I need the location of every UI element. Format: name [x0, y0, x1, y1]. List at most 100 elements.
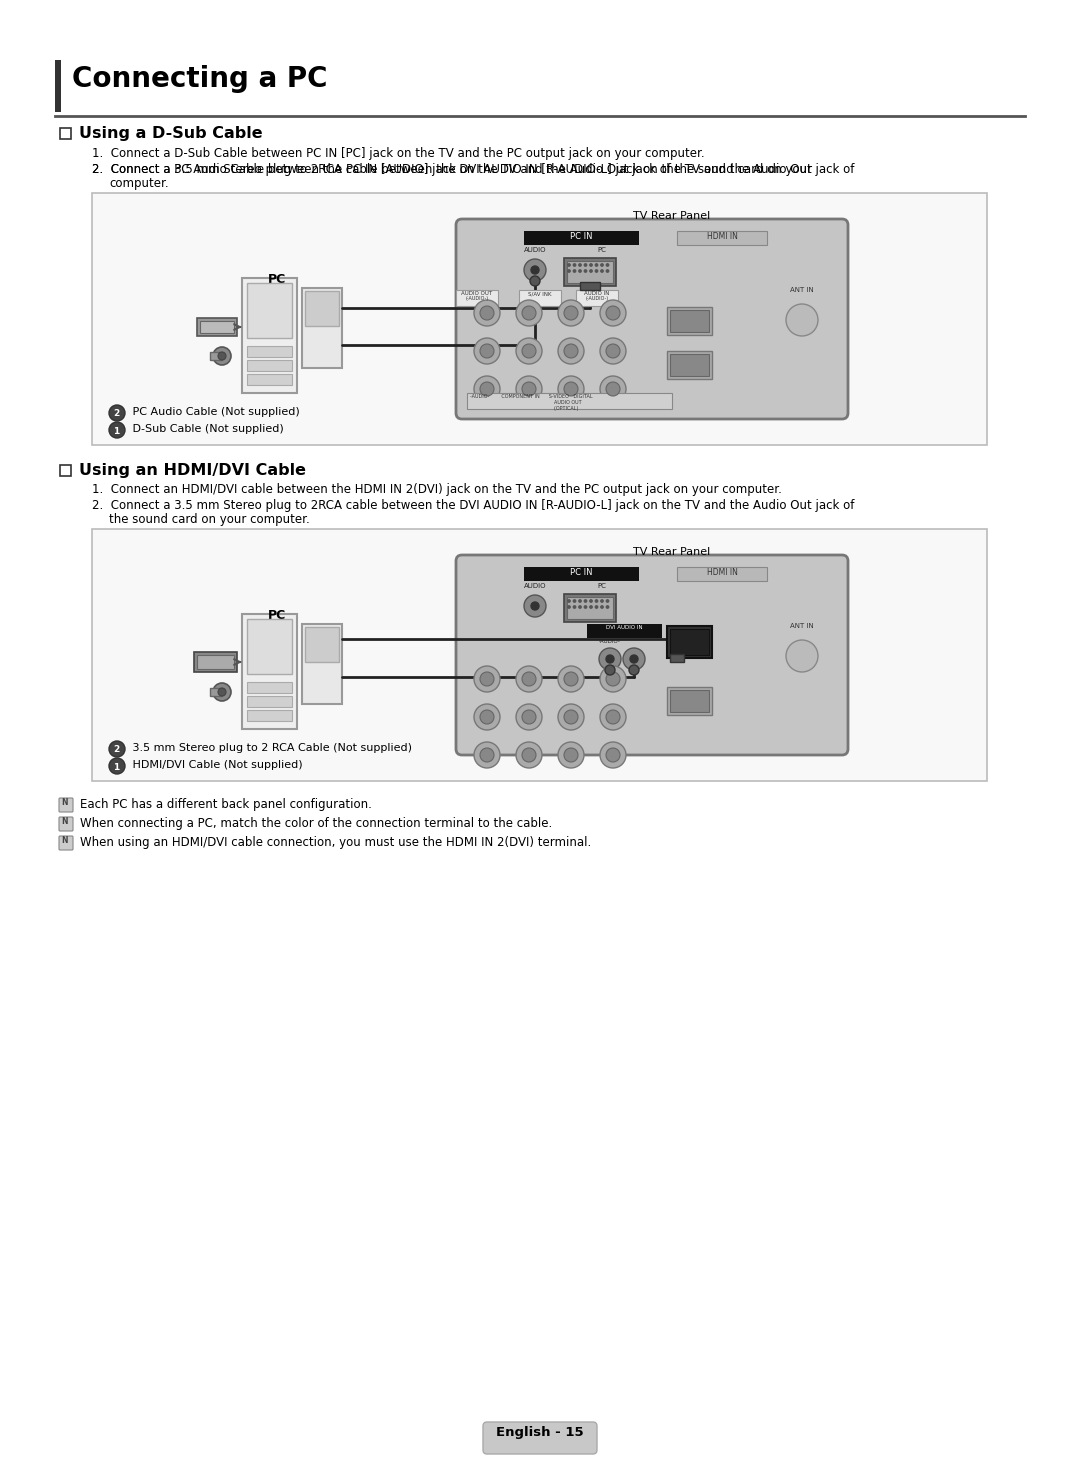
Bar	[210, 353, 222, 360]
FancyBboxPatch shape	[59, 836, 73, 851]
Text: (-AUDIO-): (-AUDIO-)	[585, 296, 608, 301]
Circle shape	[524, 259, 546, 282]
FancyBboxPatch shape	[456, 219, 848, 419]
Circle shape	[558, 338, 584, 365]
Bar	[200, 322, 234, 333]
Circle shape	[606, 264, 609, 267]
FancyBboxPatch shape	[59, 797, 73, 812]
Bar	[242, 614, 297, 729]
Circle shape	[522, 710, 536, 725]
Circle shape	[599, 648, 621, 670]
Text: ANT IN: ANT IN	[791, 288, 814, 293]
Text: the sound card on your computer.: the sound card on your computer.	[109, 513, 310, 526]
Circle shape	[600, 704, 626, 731]
Circle shape	[600, 299, 626, 326]
FancyBboxPatch shape	[483, 1423, 597, 1454]
Circle shape	[516, 704, 542, 731]
Circle shape	[568, 270, 570, 273]
Circle shape	[568, 600, 570, 602]
Circle shape	[109, 757, 125, 774]
Text: HDMI/DVI Cable (Not supplied): HDMI/DVI Cable (Not supplied)	[129, 760, 302, 771]
Circle shape	[564, 748, 578, 762]
Text: 2: 2	[113, 409, 119, 418]
Circle shape	[584, 606, 586, 608]
Bar	[92, 193, 987, 445]
Circle shape	[109, 405, 125, 421]
Text: DVI AUDIO IN: DVI AUDIO IN	[606, 625, 643, 630]
Bar	[670, 654, 684, 662]
Bar	[247, 373, 292, 385]
Circle shape	[600, 264, 604, 267]
Text: 3.5 mm Stereo plug to 2 RCA Cable (Not supplied): 3.5 mm Stereo plug to 2 RCA Cable (Not s…	[129, 742, 411, 753]
Circle shape	[606, 748, 620, 762]
Text: English - 15: English - 15	[496, 1426, 584, 1439]
Circle shape	[568, 606, 570, 608]
Circle shape	[595, 270, 597, 273]
Text: AUDIO OUT: AUDIO OUT	[461, 290, 492, 296]
Bar	[519, 290, 561, 305]
Circle shape	[584, 264, 586, 267]
Bar	[60, 127, 71, 139]
Circle shape	[558, 665, 584, 692]
Bar	[670, 310, 708, 332]
Circle shape	[579, 606, 581, 608]
Bar	[567, 261, 613, 283]
Circle shape	[600, 742, 626, 768]
Circle shape	[600, 606, 604, 608]
Circle shape	[516, 665, 542, 692]
Circle shape	[474, 704, 500, 731]
Bar	[197, 319, 237, 336]
Circle shape	[480, 305, 494, 320]
Bar	[524, 231, 639, 245]
Text: PC IN: PC IN	[570, 568, 592, 576]
Text: AUDIO: AUDIO	[524, 582, 546, 588]
Circle shape	[522, 305, 536, 320]
Bar	[677, 568, 767, 581]
Circle shape	[606, 606, 609, 608]
Circle shape	[564, 671, 578, 686]
Circle shape	[630, 655, 638, 662]
Circle shape	[564, 344, 578, 359]
Circle shape	[522, 671, 536, 686]
Circle shape	[213, 683, 231, 701]
Bar	[55, 59, 60, 113]
Circle shape	[564, 710, 578, 725]
Circle shape	[590, 270, 592, 273]
Text: PC IN: PC IN	[570, 233, 592, 242]
Text: Using a D-Sub Cable: Using a D-Sub Cable	[79, 126, 262, 141]
FancyBboxPatch shape	[59, 817, 73, 831]
Circle shape	[474, 338, 500, 365]
Text: PC: PC	[268, 609, 286, 622]
Circle shape	[579, 264, 581, 267]
Bar	[197, 655, 234, 668]
Circle shape	[480, 671, 494, 686]
Circle shape	[573, 606, 576, 608]
Bar	[456, 290, 498, 305]
Bar	[467, 393, 672, 409]
Circle shape	[606, 655, 615, 662]
Circle shape	[579, 600, 581, 602]
Text: 1: 1	[113, 427, 119, 436]
Circle shape	[530, 276, 540, 286]
Text: 2.  Connect a 3.5 mm Stereo plug to 2RCA cable between the DVI AUDIO IN [R-AUDIO: 2. Connect a 3.5 mm Stereo plug to 2RCA …	[92, 499, 854, 511]
Circle shape	[595, 606, 597, 608]
Text: PC: PC	[268, 273, 286, 286]
Text: N: N	[60, 797, 67, 808]
Bar	[302, 624, 342, 704]
Circle shape	[524, 594, 546, 617]
Circle shape	[516, 376, 542, 402]
Bar	[564, 594, 616, 622]
Circle shape	[600, 600, 604, 602]
Bar	[92, 529, 987, 781]
Circle shape	[474, 665, 500, 692]
Circle shape	[584, 270, 586, 273]
Text: 2.  Connect a 3.5 mm Stereo plug to 2RCA cable between the DVI AUDIO IN [R-AUDIO: 2. Connect a 3.5 mm Stereo plug to 2RCA …	[92, 163, 854, 176]
Text: When using an HDMI/DVI cable connection, you must use the HDMI IN 2(DVI) termina: When using an HDMI/DVI cable connection,…	[80, 836, 591, 849]
Circle shape	[522, 748, 536, 762]
Bar	[580, 282, 600, 290]
Circle shape	[109, 741, 125, 757]
Bar	[305, 290, 339, 326]
Bar	[247, 345, 292, 357]
Circle shape	[606, 305, 620, 320]
FancyBboxPatch shape	[456, 554, 848, 754]
